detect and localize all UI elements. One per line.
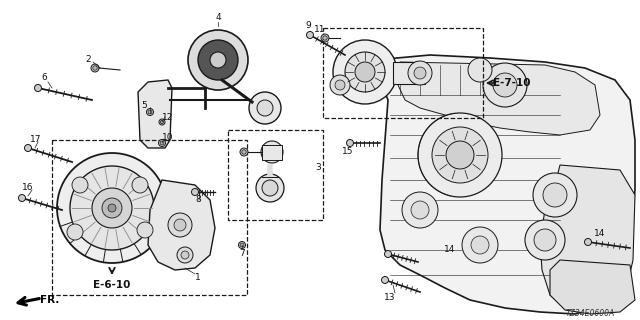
Circle shape <box>132 177 148 193</box>
Circle shape <box>385 251 392 258</box>
Circle shape <box>72 177 88 193</box>
Circle shape <box>307 31 314 38</box>
Circle shape <box>261 141 283 163</box>
Circle shape <box>402 192 438 228</box>
Circle shape <box>137 222 153 238</box>
Circle shape <box>333 40 397 104</box>
Text: 15: 15 <box>342 148 354 156</box>
Polygon shape <box>550 260 635 314</box>
Circle shape <box>70 166 154 250</box>
Text: 7: 7 <box>239 249 245 258</box>
Circle shape <box>57 153 167 263</box>
Circle shape <box>174 219 186 231</box>
Circle shape <box>240 243 244 247</box>
Circle shape <box>471 236 489 254</box>
Circle shape <box>102 198 122 218</box>
Text: 17: 17 <box>30 135 42 145</box>
Circle shape <box>93 66 97 70</box>
Circle shape <box>181 251 189 259</box>
Text: 16: 16 <box>22 183 34 193</box>
Circle shape <box>256 174 284 202</box>
Polygon shape <box>375 55 635 314</box>
Text: 4: 4 <box>215 13 221 22</box>
Circle shape <box>418 113 502 197</box>
Circle shape <box>414 67 426 79</box>
Circle shape <box>67 224 83 240</box>
Circle shape <box>321 34 329 42</box>
Text: TZ34E0600A: TZ34E0600A <box>565 308 614 317</box>
Circle shape <box>148 110 152 114</box>
Text: FR.: FR. <box>40 295 60 305</box>
Circle shape <box>483 63 527 107</box>
Bar <box>228 130 323 220</box>
Polygon shape <box>148 180 215 270</box>
Circle shape <box>147 108 154 116</box>
Text: E-6-10: E-6-10 <box>93 280 131 290</box>
Text: 8: 8 <box>195 196 201 204</box>
Circle shape <box>355 62 375 82</box>
Circle shape <box>266 146 278 158</box>
Circle shape <box>35 84 42 92</box>
Circle shape <box>534 229 556 251</box>
Circle shape <box>346 140 353 147</box>
Circle shape <box>242 150 246 154</box>
Circle shape <box>330 75 350 95</box>
Polygon shape <box>540 165 635 312</box>
Circle shape <box>159 140 166 147</box>
Bar <box>393 62 425 84</box>
Circle shape <box>240 148 248 156</box>
Circle shape <box>198 40 238 80</box>
Circle shape <box>161 120 164 124</box>
Text: 6: 6 <box>41 74 47 83</box>
Circle shape <box>335 80 345 90</box>
Text: 3: 3 <box>315 163 321 172</box>
Circle shape <box>177 247 193 263</box>
Circle shape <box>188 30 248 90</box>
Circle shape <box>533 173 577 217</box>
Text: 11: 11 <box>314 26 326 35</box>
Bar <box>323 28 483 118</box>
Circle shape <box>19 195 26 202</box>
Circle shape <box>257 100 273 116</box>
Circle shape <box>168 213 192 237</box>
Circle shape <box>108 204 116 212</box>
Circle shape <box>468 58 492 82</box>
Circle shape <box>159 119 165 125</box>
Polygon shape <box>398 62 600 135</box>
Circle shape <box>92 188 132 228</box>
Text: 1: 1 <box>195 274 201 283</box>
Bar <box>262 145 282 160</box>
Circle shape <box>160 141 164 145</box>
Circle shape <box>210 52 226 68</box>
Text: 13: 13 <box>384 293 396 302</box>
Circle shape <box>543 183 567 207</box>
Circle shape <box>323 36 327 40</box>
Circle shape <box>381 276 388 284</box>
Circle shape <box>525 220 565 260</box>
Circle shape <box>493 73 517 97</box>
Circle shape <box>345 52 385 92</box>
Circle shape <box>191 188 198 196</box>
Text: 10: 10 <box>163 133 173 142</box>
Circle shape <box>24 145 31 151</box>
Polygon shape <box>138 80 172 148</box>
Circle shape <box>91 64 99 72</box>
Text: 2: 2 <box>85 55 91 65</box>
Circle shape <box>249 92 281 124</box>
Circle shape <box>239 242 246 249</box>
Bar <box>52 140 247 295</box>
Circle shape <box>408 61 432 85</box>
Text: 14: 14 <box>444 245 456 254</box>
Text: 12: 12 <box>163 113 173 122</box>
Circle shape <box>411 201 429 219</box>
Text: 9: 9 <box>305 21 311 30</box>
Circle shape <box>462 227 498 263</box>
Text: E-7-10: E-7-10 <box>493 78 531 88</box>
Text: 5: 5 <box>141 101 147 110</box>
Circle shape <box>584 238 591 245</box>
Circle shape <box>262 180 278 196</box>
Text: 14: 14 <box>595 229 605 238</box>
Circle shape <box>446 141 474 169</box>
Circle shape <box>432 127 488 183</box>
